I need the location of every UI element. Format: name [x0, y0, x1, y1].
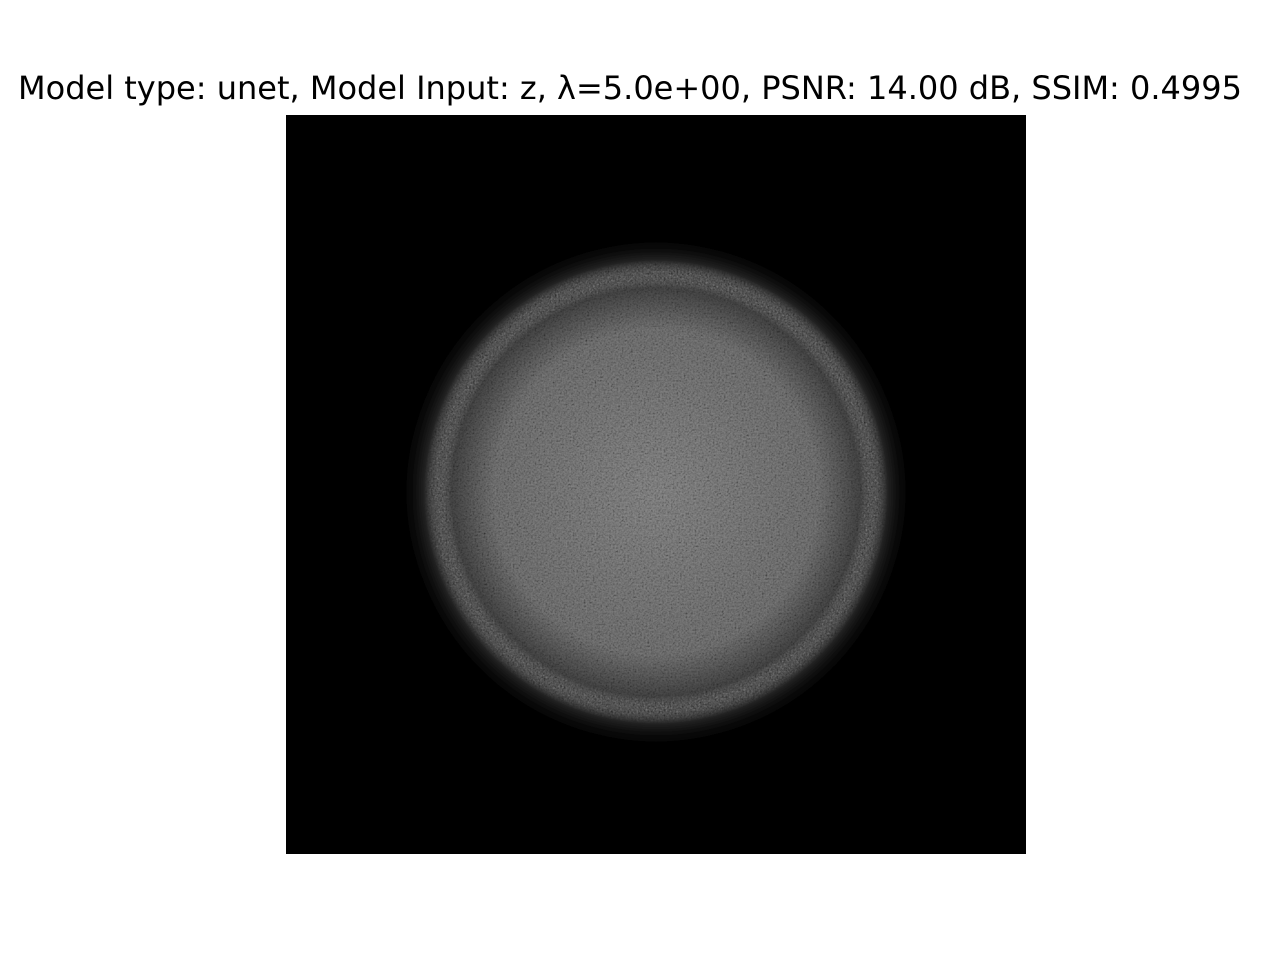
reconstruction-image: [286, 115, 1026, 854]
figure-title: Model type: unet, Model Input: z, λ=5.0e…: [18, 69, 1242, 107]
noisy-disk-image-icon: [286, 115, 1026, 854]
